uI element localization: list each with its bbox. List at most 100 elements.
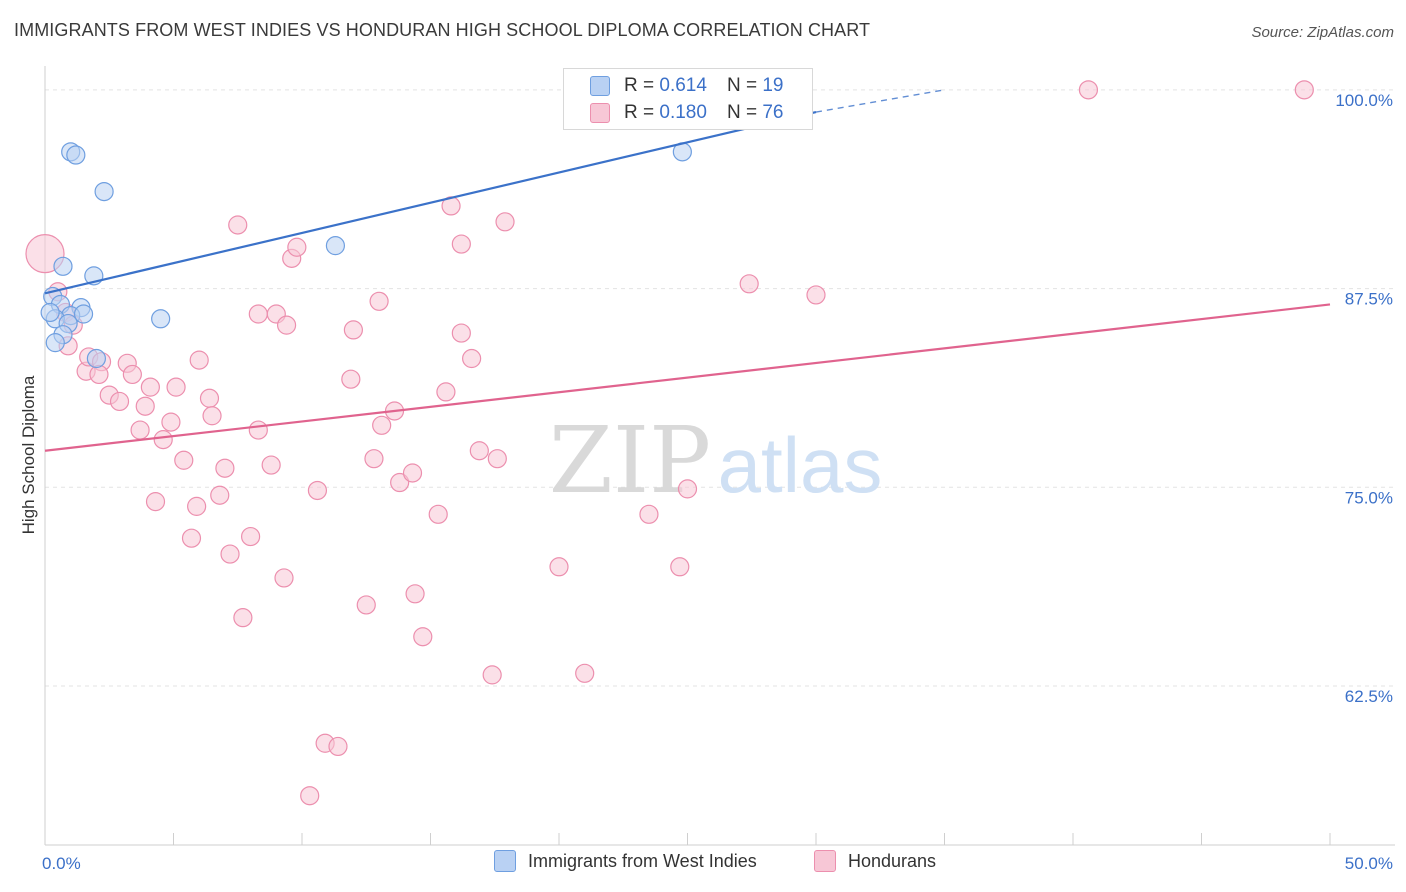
point-hondurans (436, 382, 456, 402)
point-hondurans (174, 450, 194, 470)
point-hondurans (228, 215, 248, 235)
y-tick-label: 75.0% (1345, 488, 1393, 507)
source-label: Source: ZipAtlas.com (1251, 24, 1394, 41)
point-hondurans (487, 449, 507, 469)
point-hondurans (210, 485, 230, 505)
chart-title: IMMIGRANTS FROM WEST INDIES VS HONDURAN … (14, 20, 871, 40)
n-value-hondurans: 76 (762, 102, 784, 123)
swatch-hondurans (590, 103, 610, 123)
point-hondurans (187, 496, 207, 516)
point-hondurans (122, 364, 142, 385)
point-hondurans (462, 348, 482, 369)
point-hondurans (369, 291, 389, 311)
point-west-indies (45, 333, 65, 353)
point-hondurans (356, 595, 376, 615)
point-hondurans (343, 320, 363, 340)
point-hondurans (390, 472, 410, 493)
stats-legend: R = 0.614 N = 19 R = 0.180 N = 76 (563, 68, 813, 130)
point-hondurans (261, 455, 281, 475)
trend-line-west-indies (44, 111, 817, 295)
point-hondurans (199, 388, 220, 408)
point-hondurans (140, 377, 160, 397)
point-west-indies (73, 304, 94, 324)
y-tick-label: 87.5% (1345, 290, 1393, 309)
y-tick-label: 62.5% (1345, 687, 1393, 706)
n-label: N = (726, 75, 758, 96)
point-hondurans (639, 504, 659, 524)
point-hondurans (677, 479, 698, 499)
point-west-indies (94, 181, 114, 202)
point-hondurans (575, 663, 595, 683)
point-hondurans (189, 350, 209, 370)
point-hondurans (495, 212, 515, 232)
point-hondurans (549, 557, 569, 577)
r-label: R = (624, 75, 655, 96)
r-label: R = (624, 102, 655, 123)
point-hondurans (1078, 80, 1099, 100)
west-indies-points (40, 142, 692, 369)
point-hondurans (248, 420, 268, 440)
series-legend: Immigrants from West Indies Hondurans (0, 850, 1406, 880)
watermark: ZIP atlas (549, 407, 882, 514)
hondurans-points (25, 80, 1314, 806)
point-west-indies (151, 309, 171, 329)
point-hondurans (276, 315, 297, 335)
point-hondurans (307, 480, 328, 501)
point-hondurans (233, 608, 253, 628)
point-hondurans (364, 449, 384, 469)
point-west-indies (325, 236, 346, 256)
swatch-west-indies (590, 76, 610, 96)
r-value-west-indies: 0.614 (659, 75, 707, 96)
point-hondurans (806, 285, 826, 305)
point-hondurans (739, 274, 759, 294)
point-hondurans (220, 544, 240, 564)
y-axis-label: High School Diploma (19, 375, 38, 534)
point-hondurans (402, 463, 423, 483)
grid-lines (45, 89, 1395, 687)
legend-item-hondurans[interactable]: Hondurans (814, 850, 936, 872)
tick-labels: 62.5% 75.0% 87.5% 100.0% 0.0% 50.0% (42, 91, 1393, 873)
point-hondurans (135, 396, 155, 416)
point-west-indies (40, 302, 60, 323)
point-hondurans (372, 415, 392, 435)
point-hondurans (482, 665, 502, 685)
point-hondurans (451, 234, 471, 254)
point-hondurans (328, 736, 348, 757)
point-hondurans (89, 364, 109, 385)
point-hondurans (202, 406, 222, 426)
point-hondurans (248, 304, 268, 324)
x-tick-label-min: 0.0% (42, 854, 81, 873)
n-label: N = (726, 102, 758, 123)
point-hondurans (153, 430, 173, 450)
point-west-indies (66, 145, 86, 165)
point-hondurans (166, 377, 186, 397)
point-hondurans (451, 323, 471, 343)
point-hondurans (161, 412, 181, 432)
trend-line-west-indies-extension (815, 89, 945, 113)
n-value-west-indies: 19 (762, 75, 784, 96)
stats-row-hondurans: R = 0.180 N = 76 (590, 100, 783, 126)
x-tick-label-max: 50.0% (1345, 854, 1393, 873)
point-hondurans (1294, 80, 1314, 100)
point-west-indies (53, 256, 73, 276)
point-hondurans (413, 627, 433, 647)
point-hondurans (145, 492, 166, 512)
legend-item-west-indies[interactable]: Immigrants from West Indies (494, 850, 757, 872)
point-hondurans (287, 237, 307, 257)
y-tick-label: 100.0% (1335, 91, 1393, 110)
point-hondurans (341, 369, 361, 389)
axes (44, 66, 1395, 846)
legend-swatch-hondurans (814, 850, 836, 872)
legend-label-west-indies: Immigrants from West Indies (528, 850, 757, 871)
legend-label-hondurans: Hondurans (848, 850, 937, 871)
point-hondurans (215, 458, 235, 478)
watermark-atlas: atlas (718, 421, 883, 509)
trend-line-hondurans (44, 303, 1331, 452)
point-hondurans (405, 584, 425, 604)
legend-swatch-west-indies (494, 850, 516, 872)
point-west-indies (86, 348, 107, 369)
point-hondurans (469, 441, 489, 461)
point-hondurans (428, 504, 448, 524)
point-hondurans (274, 568, 294, 588)
